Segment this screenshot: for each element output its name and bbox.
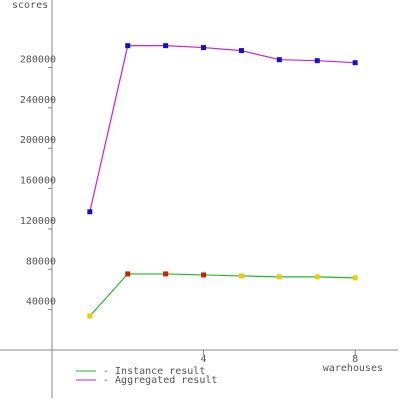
point: [87, 313, 93, 319]
point: [201, 45, 207, 51]
y-tick-label: 280000: [20, 55, 56, 66]
point: [238, 273, 244, 279]
point: [201, 272, 207, 278]
y-tick-label: 200000: [20, 135, 56, 146]
y-tick-label: 240000: [20, 95, 56, 106]
legend-label: - Aggregated result: [103, 375, 217, 386]
y-tick-label: 80000: [26, 256, 56, 267]
series-line: [89, 45, 356, 212]
point: [163, 43, 169, 49]
point: [238, 48, 244, 54]
point: [314, 274, 320, 280]
point: [352, 275, 358, 281]
point: [125, 43, 131, 49]
y-tick-label: 160000: [20, 176, 56, 187]
y-tick-label: 40000: [26, 297, 56, 308]
point: [87, 209, 93, 215]
y-axis-label: scores: [12, 0, 48, 11]
x-axis-label: warehouses: [323, 363, 383, 374]
point: [125, 271, 131, 277]
point: [163, 271, 169, 277]
point: [352, 60, 358, 66]
legend-label: - Instance result: [103, 366, 205, 377]
x-tick-label: 8: [352, 354, 358, 365]
point: [276, 274, 282, 280]
x-tick-label: 4: [201, 354, 207, 365]
point: [276, 57, 282, 63]
y-tick-label: 120000: [20, 216, 56, 227]
series-line: [89, 273, 356, 317]
point: [314, 58, 320, 64]
